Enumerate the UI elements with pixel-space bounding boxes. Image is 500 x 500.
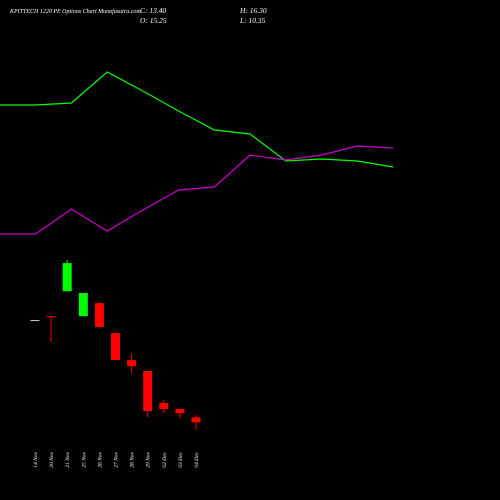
- candle-body: [191, 417, 201, 423]
- x-tick-label: 27 Nov: [114, 451, 120, 467]
- x-tick-label: 25 Nov: [81, 451, 87, 467]
- candle-body: [143, 371, 153, 412]
- x-tick-label: 29 Nov: [146, 451, 152, 467]
- candle-body: [30, 320, 40, 322]
- candle-body: [94, 303, 104, 328]
- x-tick-label: 03 Dec: [178, 451, 184, 467]
- chart-title: KPITTECH 1220 PE Options Chart Munafasut…: [9, 8, 141, 15]
- x-tick-label: 20 Nov: [49, 451, 55, 467]
- stat-close: C: 13.40: [140, 6, 167, 15]
- x-tick-label: 28 Nov: [130, 451, 136, 467]
- candle-body: [175, 408, 185, 414]
- x-tick-label: 04 Dec: [193, 451, 200, 467]
- stat-low: L: 10.35: [239, 16, 266, 25]
- indicator-line: [0, 145, 394, 235]
- x-tick-label: 02 Dec: [162, 451, 168, 467]
- indicator-line: [0, 71, 394, 168]
- x-tick-label: 26 Nov: [97, 451, 103, 467]
- candle-body: [62, 263, 72, 292]
- x-tick-label: 21 Nov: [65, 451, 71, 467]
- candle-body: [111, 333, 120, 361]
- x-tick-label: 14 Nov: [32, 451, 39, 467]
- candle-body: [46, 316, 56, 318]
- stat-open: O: 15.25: [140, 16, 167, 25]
- stat-high: H: 16.30: [239, 6, 267, 15]
- candle-body: [127, 360, 137, 367]
- candle-body: [159, 403, 169, 409]
- candle-body: [78, 293, 88, 317]
